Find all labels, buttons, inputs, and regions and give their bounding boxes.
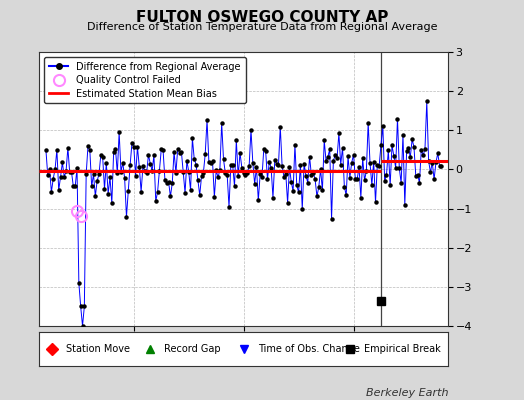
Text: Difference of Station Temperature Data from Regional Average: Difference of Station Temperature Data f…	[87, 22, 437, 32]
Text: FULTON OSWEGO COUNTY AP: FULTON OSWEGO COUNTY AP	[136, 10, 388, 25]
Text: Time of Obs. Change: Time of Obs. Change	[258, 344, 360, 354]
Legend: Difference from Regional Average, Quality Control Failed, Estimated Station Mean: Difference from Regional Average, Qualit…	[44, 57, 246, 103]
Text: Station Move: Station Move	[66, 344, 130, 354]
Text: Berkeley Earth: Berkeley Earth	[366, 388, 448, 398]
Text: Record Gap: Record Gap	[164, 344, 221, 354]
Text: Empirical Break: Empirical Break	[364, 344, 441, 354]
